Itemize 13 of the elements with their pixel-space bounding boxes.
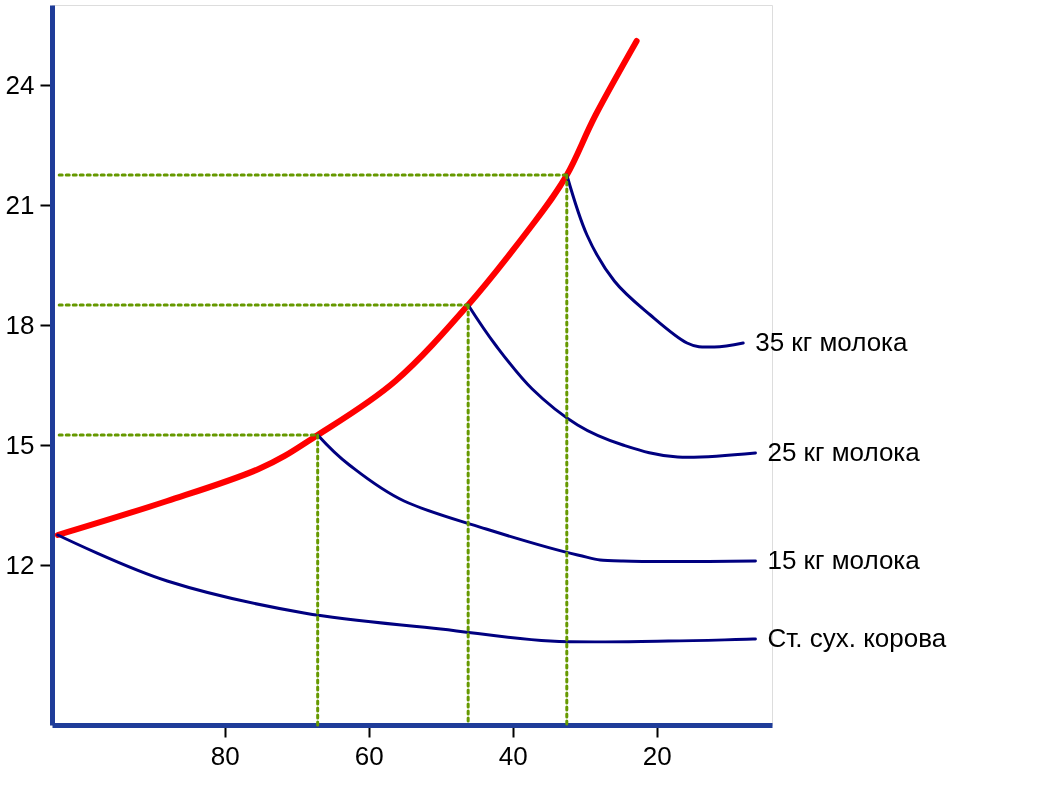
y-tick-label: 18 bbox=[5, 309, 35, 340]
x-tick-label: 60 bbox=[354, 740, 384, 771]
x-tick-label: 40 bbox=[498, 740, 528, 771]
x-tick-label: 80 bbox=[210, 740, 240, 771]
y-tick-label: 24 bbox=[5, 69, 35, 100]
series-label: 15 кг молока bbox=[767, 545, 921, 575]
x-tick-label: 20 bbox=[642, 740, 672, 771]
y-tick-label: 15 bbox=[5, 429, 35, 460]
series-label: 35 кг молока bbox=[755, 327, 909, 357]
y-tick-label: 12 bbox=[5, 549, 35, 580]
series-label: 25 кг молока bbox=[767, 437, 921, 467]
series-label: Ст. сух. корова bbox=[767, 623, 947, 653]
y-tick-label: 21 bbox=[5, 189, 35, 220]
